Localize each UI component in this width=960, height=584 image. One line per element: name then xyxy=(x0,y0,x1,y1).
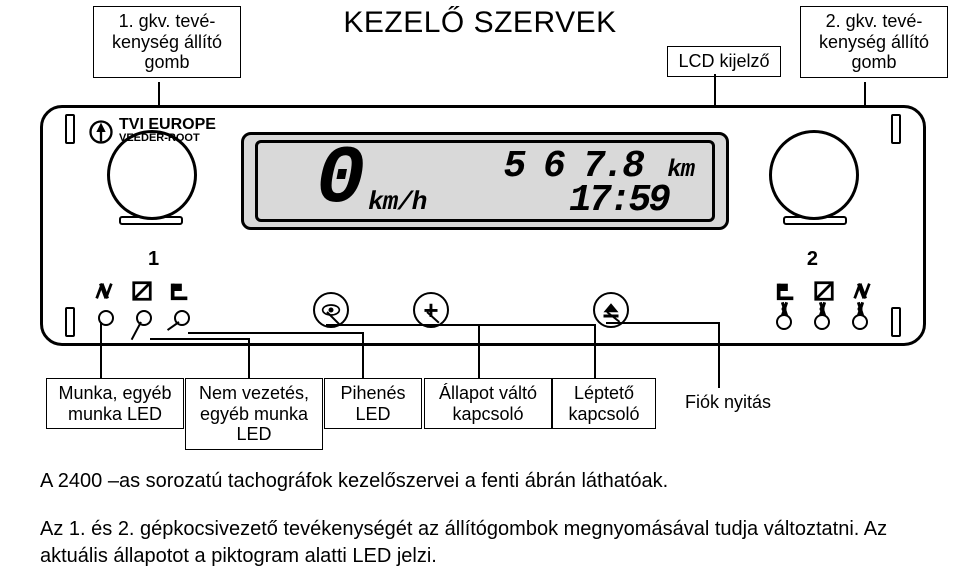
work-icon xyxy=(93,280,115,302)
led-avail-2 xyxy=(814,314,830,330)
page: KEZELŐ SZERVEK 1. gkv. tevé- kenység áll… xyxy=(0,0,960,584)
lcd-time: 17:59 xyxy=(569,179,668,222)
lw2 xyxy=(100,322,102,324)
slot-tr xyxy=(891,114,901,144)
driver-number-2: 2 xyxy=(807,248,818,271)
led-work-2 xyxy=(852,314,868,330)
leader-rest-b xyxy=(188,332,364,334)
callout-lcd: LCD kijelző xyxy=(667,46,781,77)
logo-icon xyxy=(87,118,115,146)
available-icon-2 xyxy=(813,280,835,302)
leader-step-c xyxy=(594,324,596,378)
work-icon-2 xyxy=(851,280,873,302)
leader-nodrive-b xyxy=(150,338,250,340)
leader-rest-c xyxy=(362,332,364,378)
callout-nodrive: Nem vezetés, egyéb munka LED xyxy=(185,378,323,450)
brand-line2: VEEDER-ROOT xyxy=(119,132,200,144)
step-button[interactable]: + xyxy=(413,292,449,328)
leader-drawer-b xyxy=(606,322,720,324)
tachograph-device: TVI EUROPE VEEDER-ROOT 0 km/h 5 6 7.8 km… xyxy=(40,105,926,346)
callout-work: Munka, egyéb munka LED xyxy=(46,378,184,429)
callout-state: Állapot váltó kapcsoló xyxy=(424,378,552,429)
slot-tl xyxy=(65,114,75,144)
rest-icon xyxy=(169,280,191,302)
available-icon xyxy=(131,280,153,302)
slot-bl xyxy=(65,307,75,337)
callout-knob1: 1. gkv. tevé- kenység állító gomb xyxy=(93,6,241,78)
state-button[interactable] xyxy=(313,292,349,328)
paragraph-1: A 2400 –as sorozatú tachográfok kezelősz… xyxy=(40,468,920,495)
leader-state-c xyxy=(478,324,480,378)
leader-work xyxy=(100,322,102,378)
rest-icon-2 xyxy=(775,280,797,302)
callout-knob2: 2. gkv. tevé- kenység állító gomb xyxy=(800,6,948,78)
activity-knob-2[interactable] xyxy=(769,130,859,220)
led-rest-2 xyxy=(776,314,792,330)
callout-drawer: Fiók nyitás xyxy=(668,388,788,417)
lcd-display: 0 km/h 5 6 7.8 km 17:59 xyxy=(255,140,715,222)
lcd-km: km xyxy=(667,157,694,184)
leader-step-b xyxy=(426,324,596,326)
leader-nodrive-c xyxy=(248,338,250,378)
callout-step: Léptető kapcsoló xyxy=(552,378,656,429)
lcd-kmh: km/h xyxy=(368,187,426,217)
callout-rest: Pihenés LED xyxy=(324,378,422,429)
driver-number-1: 1 xyxy=(148,248,159,271)
lcd-speed: 0 xyxy=(316,133,362,226)
leader-drawer-c xyxy=(718,322,720,388)
slot-br xyxy=(891,307,901,337)
paragraph-2: Az 1. és 2. gépkocsivezető tevékenységét… xyxy=(40,516,920,570)
